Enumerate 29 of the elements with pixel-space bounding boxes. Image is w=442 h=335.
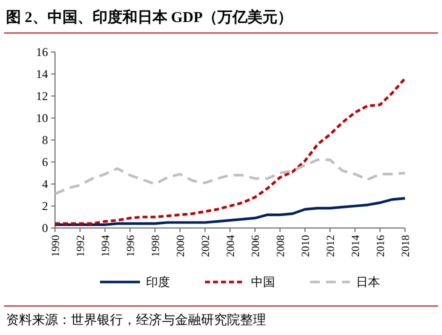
y-tick-label: 12 — [36, 89, 48, 103]
x-tick-label: 2016 — [375, 234, 387, 257]
x-tick-label: 2008 — [275, 234, 287, 257]
text: 资料来源：世界银行，经济与金融研究院整理 — [6, 312, 266, 327]
x-tick-label: 1998 — [150, 234, 162, 257]
title: 图 2、中国、印度和日本 GDP（万亿美元） — [6, 10, 293, 26]
x-tick-label: 1994 — [100, 234, 112, 257]
legend-label: 中国 — [251, 275, 275, 289]
x-tick-label: 2012 — [325, 235, 337, 257]
x-tick-label: 1996 — [125, 234, 137, 257]
legend-label: 印度 — [146, 275, 170, 289]
x-tick-label: 1992 — [75, 235, 87, 257]
x-tick-label: 2000 — [175, 234, 187, 257]
x-tick-label: 2004 — [225, 234, 237, 257]
y-tick-label: 10 — [36, 111, 48, 125]
x-tick-label: 1990 — [50, 234, 62, 257]
y-tick-label: 16 — [36, 45, 48, 59]
legend-label: 日本 — [356, 275, 380, 289]
x-tick-label: 2002 — [200, 235, 212, 257]
y-tick-label: 0 — [42, 221, 48, 235]
y-tick-label: 8 — [42, 133, 48, 147]
x-tick-label: 2018 — [400, 234, 412, 257]
x-tick-label: 2010 — [300, 234, 312, 257]
x-tick-label: 2006 — [250, 234, 262, 257]
y-tick-label: 6 — [42, 155, 48, 169]
y-tick-label: 14 — [36, 67, 48, 81]
y-tick-label: 4 — [42, 177, 48, 191]
x-tick-label: 2014 — [350, 234, 362, 257]
y-tick-label: 2 — [42, 199, 48, 213]
